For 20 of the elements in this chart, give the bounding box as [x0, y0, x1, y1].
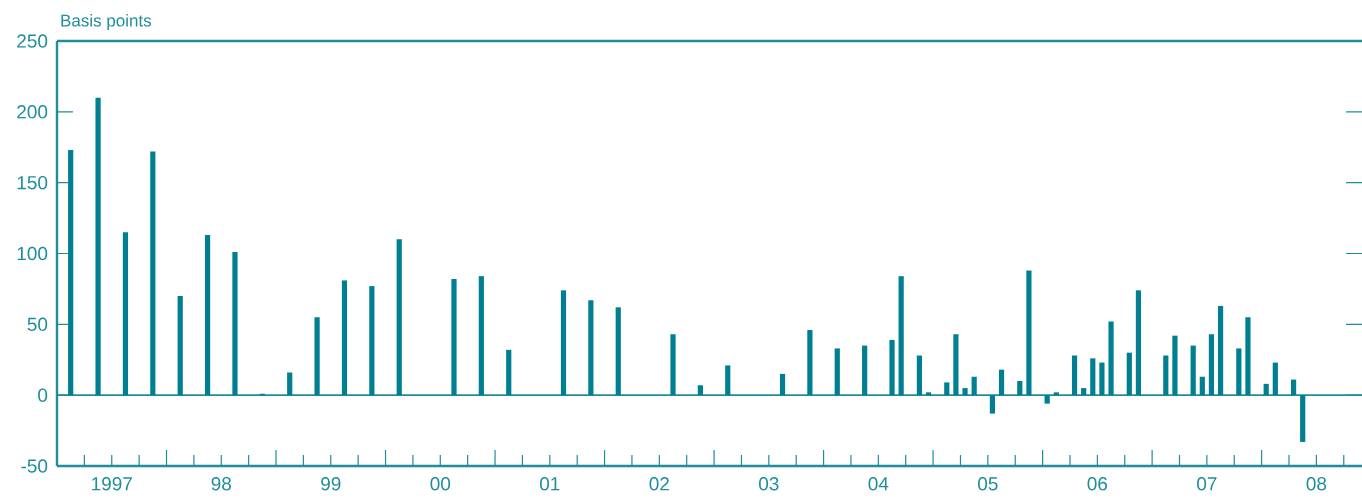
x-tick-label: 98 [211, 477, 232, 491]
y-tick-label: 50 [27, 317, 48, 332]
y-axis-title: Basis points [61, 14, 152, 30]
y-tick-label: 150 [17, 175, 48, 190]
x-tick-label: 02 [649, 477, 669, 491]
y-tick-label: 0 [38, 388, 48, 402]
y-tick-label: 250 [17, 34, 48, 48]
x-tick-label: 1997 [92, 477, 132, 491]
x-tick-label: 01 [539, 477, 560, 491]
x-tick-label: 03 [759, 477, 779, 491]
x-tick-label: 04 [868, 477, 889, 491]
y-tick-label: 100 [17, 246, 48, 261]
x-tick-label: 99 [321, 477, 341, 491]
x-tick-label: 08 [1306, 477, 1327, 491]
x-tick-label: 07 [1197, 477, 1217, 491]
x-tick-label: 00 [430, 477, 451, 491]
y-tick-label: -50 [21, 459, 48, 473]
x-tick-label: 06 [1087, 477, 1108, 491]
y-tick-label: 200 [17, 105, 48, 119]
x-tick-label: 05 [978, 477, 998, 491]
